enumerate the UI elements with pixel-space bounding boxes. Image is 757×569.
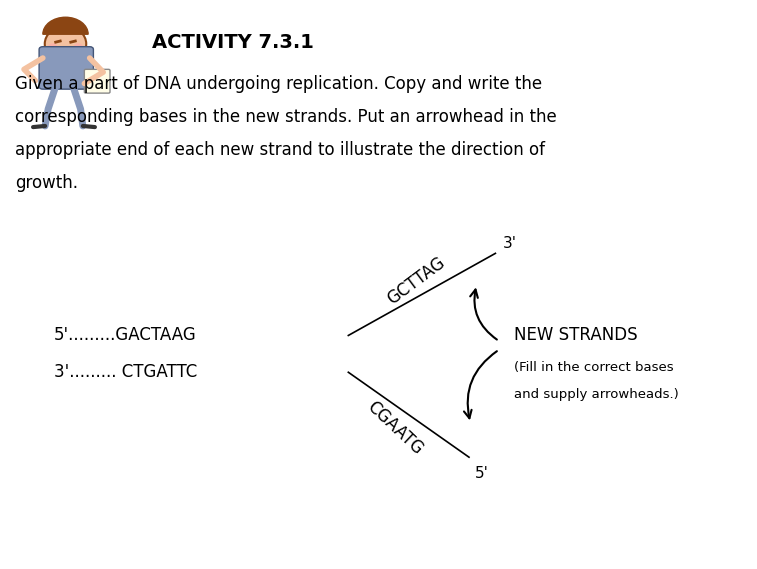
FancyBboxPatch shape	[39, 47, 93, 89]
Ellipse shape	[45, 26, 86, 61]
Text: NEW STRANDS: NEW STRANDS	[514, 327, 638, 344]
FancyBboxPatch shape	[84, 69, 110, 93]
Text: corresponding bases in the new strands. Put an arrowhead in the: corresponding bases in the new strands. …	[15, 108, 556, 126]
Text: CGAATG: CGAATG	[363, 398, 426, 459]
Text: 3'......... CTGATTC: 3'......... CTGATTC	[55, 363, 198, 381]
Circle shape	[48, 43, 58, 50]
Text: (Fill in the correct bases: (Fill in the correct bases	[514, 361, 674, 374]
Text: GCTTAG: GCTTAG	[384, 253, 449, 308]
Wedge shape	[43, 17, 88, 34]
Text: 3': 3'	[503, 236, 517, 250]
Circle shape	[73, 43, 83, 50]
Text: 5': 5'	[475, 465, 489, 481]
Text: 5'.........GACTAAG: 5'.........GACTAAG	[55, 327, 197, 344]
Text: Given a part of DNA undergoing replication. Copy and write the: Given a part of DNA undergoing replicati…	[15, 75, 542, 93]
Text: appropriate end of each new strand to illustrate the direction of: appropriate end of each new strand to il…	[15, 141, 545, 159]
Text: growth.: growth.	[15, 174, 78, 192]
Text: and supply arrowheads.): and supply arrowheads.)	[514, 387, 679, 401]
Text: ACTIVITY 7.3.1: ACTIVITY 7.3.1	[152, 32, 314, 52]
